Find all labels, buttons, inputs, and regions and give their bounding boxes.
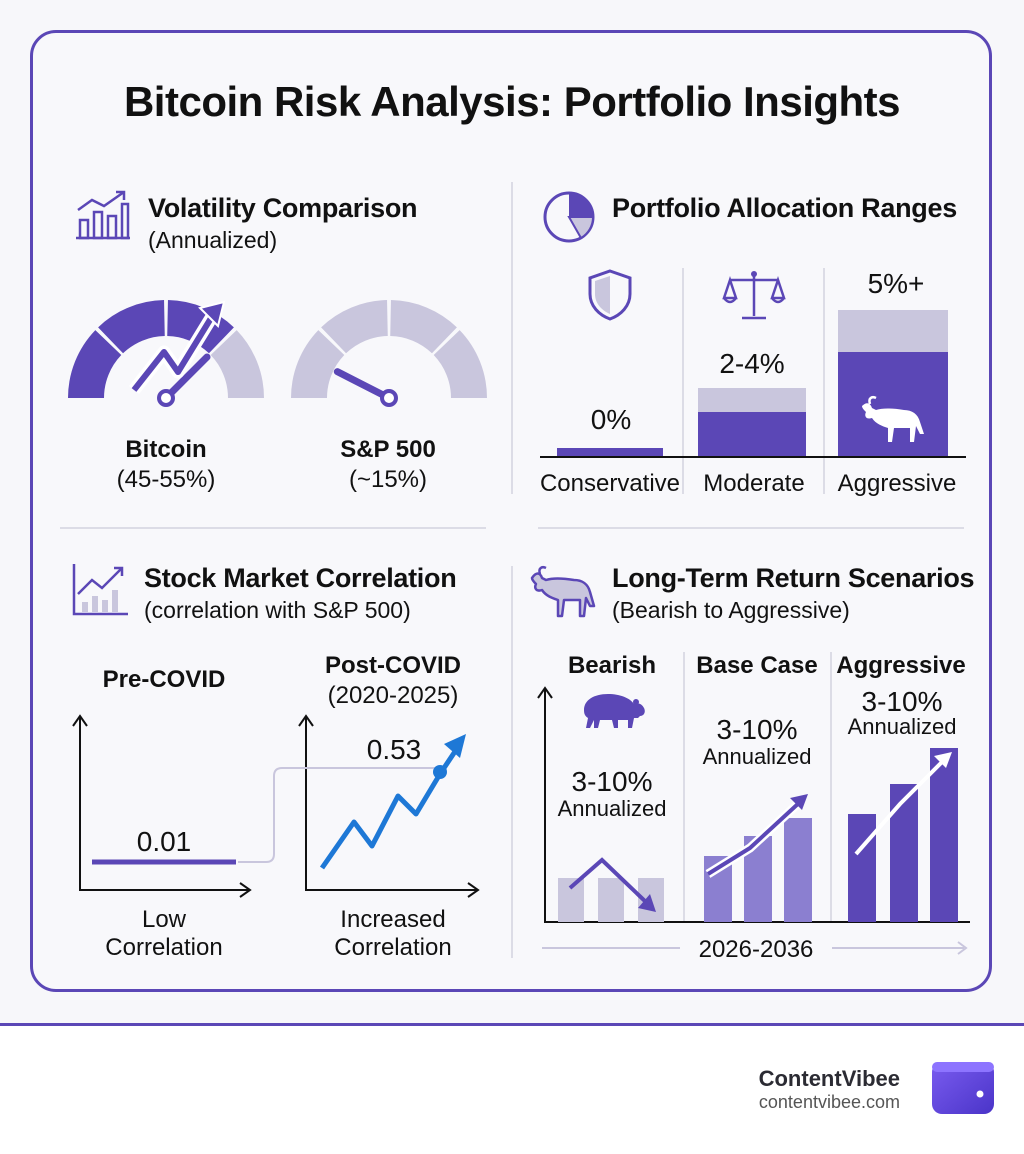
- gauge-pivot: [157, 389, 175, 407]
- base-case-arrow-head: [790, 794, 808, 810]
- base-case-range: 3-10%: [716, 714, 798, 745]
- moderate-label: Moderate: [703, 470, 805, 497]
- pre-covid-value: 0.01: [136, 826, 192, 857]
- aggressive-bar: [838, 352, 948, 456]
- volatility-title: Volatility Comparison: [148, 193, 418, 223]
- divider: [823, 268, 825, 494]
- footer-divider: [0, 1023, 1024, 1026]
- post-covid-caption: Increased: [340, 906, 446, 933]
- footer-url: contentvibee.com: [758, 1092, 900, 1112]
- gauge-segment: [98, 300, 165, 354]
- bitcoin-label: Bitcoin: [125, 436, 207, 463]
- base-case-bar: [784, 818, 812, 922]
- aggressive-scenario-bar: [890, 784, 918, 922]
- pre-covid-caption: Low: [141, 906, 187, 933]
- post-covid-value: 0.53: [366, 734, 422, 765]
- footer-brand: ContentVibee: [758, 1066, 900, 1091]
- sp500-gauge: [291, 300, 487, 407]
- returns-title: Long-Term Return Scenarios: [612, 563, 975, 593]
- conservative-bar: [557, 448, 663, 456]
- page-title: Bitcoin Risk Analysis: Portfolio Insight…: [123, 78, 901, 125]
- bull-icon: [862, 396, 924, 442]
- aggressive-range: 3-10%: [861, 686, 943, 717]
- sp500-label: S&P 500: [340, 436, 436, 463]
- divider: [538, 527, 964, 529]
- conservative-label: Conservative: [539, 470, 681, 497]
- bitcoin-gauge: [68, 300, 264, 407]
- gauge-needle: [333, 368, 393, 402]
- base-case-unit: Annualized: [702, 744, 812, 769]
- bearish-range: 3-10%: [571, 766, 653, 797]
- gauge-pivot: [380, 389, 398, 407]
- bearish-trend: [568, 857, 650, 906]
- correlation-charts: [72, 714, 480, 898]
- conservative-value: 0%: [590, 404, 632, 435]
- gauge-segment: [390, 300, 457, 354]
- pre-covid-caption: Correlation: [105, 934, 223, 961]
- post-covid-arrow-head: [444, 734, 466, 758]
- gauge-segment: [210, 330, 264, 398]
- post-covid-title: Post-COVID: [324, 652, 461, 679]
- bar-chart-trend-icon: [76, 190, 130, 240]
- bearish-bar: [598, 878, 624, 922]
- moderate-bar: [698, 412, 806, 456]
- gauge-segment: [68, 330, 122, 398]
- bearish-arrow-head: [638, 894, 656, 912]
- returns-subtitle: (Bearish to Aggressive): [612, 597, 850, 623]
- aggressive-scenario-bar: [930, 748, 958, 922]
- divider: [682, 268, 684, 494]
- divider: [830, 652, 832, 922]
- sp500-volatility-value: (~15%): [348, 466, 428, 493]
- gauge-segment: [433, 330, 487, 398]
- gauge-segment: [321, 300, 388, 354]
- moderate-value: 2-4%: [719, 348, 785, 379]
- period-label: 2026-2036: [698, 936, 814, 963]
- bearish-unit: Annualized: [557, 796, 667, 821]
- post-covid-caption: Correlation: [334, 934, 452, 961]
- aggressive-trend: [854, 758, 946, 856]
- pre-covid-title: Pre-COVID: [102, 666, 226, 693]
- aggressive-scenario-bar: [848, 814, 876, 922]
- volatility-subtitle: (Annualized): [148, 227, 278, 253]
- bitcoin-volatility-value: (45-55%): [116, 466, 216, 493]
- trend-arrow-head: [198, 300, 226, 328]
- base-case-title: Base Case: [696, 652, 818, 679]
- trend-arrow: [131, 308, 219, 392]
- line-chart-icon: [72, 564, 128, 616]
- divider: [511, 566, 513, 958]
- shield-icon: [588, 269, 632, 321]
- aggressive-scenario-title: Aggressive: [836, 652, 966, 679]
- return-scenario-charts: [537, 686, 970, 955]
- pie-chart-icon: [543, 191, 595, 243]
- correlation-title: Stock Market Correlation: [144, 563, 457, 593]
- post-covid-period: (2020-2025): [327, 682, 459, 709]
- bear-icon: [584, 694, 645, 728]
- base-case-trend: [706, 800, 802, 876]
- correlation-subtitle: (correlation with S&P 500): [144, 597, 411, 623]
- wallet-icon: [932, 1062, 994, 1114]
- bearish-title: Bearish: [567, 652, 657, 679]
- aggressive-value: 5%+: [867, 268, 925, 299]
- allocation-title: Portfolio Allocation Ranges: [612, 193, 957, 223]
- divider: [511, 182, 513, 494]
- aggressive-label: Aggressive: [837, 470, 957, 497]
- bull-icon: [530, 566, 596, 618]
- gauge-needle: [162, 353, 211, 402]
- aggressive-arrow-head: [934, 752, 952, 768]
- gauge-segment: [291, 330, 345, 398]
- divider: [683, 652, 685, 922]
- aggressive-unit: Annualized: [847, 714, 957, 739]
- balance-scale-icon: [722, 271, 786, 320]
- divider: [60, 527, 486, 529]
- footer: [0, 1026, 1024, 1154]
- post-covid-point: [433, 765, 447, 779]
